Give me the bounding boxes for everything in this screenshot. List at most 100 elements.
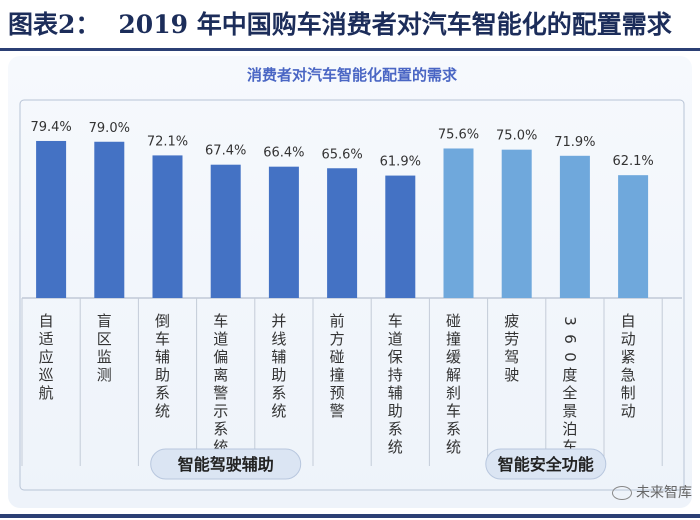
category-label-char: 度 [562, 366, 577, 384]
category-label-char: 碰 [330, 348, 345, 366]
category-label-char: 刹 [446, 384, 461, 402]
chart-title: 消费者对汽车智能化配置的需求 [247, 66, 458, 84]
data-label: 75.0% [496, 129, 537, 144]
category-label-char: 前 [330, 312, 345, 330]
data-label: 61.9% [380, 155, 421, 170]
data-label: 71.9% [554, 135, 595, 150]
category-label-char: 辅 [388, 384, 403, 402]
category-label-char: 驾 [504, 348, 519, 366]
category-label-char: 巡 [39, 366, 54, 384]
category-label-char: 车 [388, 312, 403, 330]
bar [36, 140, 67, 298]
plot-frame [19, 99, 685, 491]
category-label-char: 自 [621, 312, 636, 330]
figure-label: 图表2： [8, 10, 101, 39]
category-label-char: 航 [39, 384, 54, 402]
bar [618, 175, 649, 298]
category-label-char: 道 [388, 330, 403, 348]
category-label-char: 保 [388, 348, 403, 366]
data-label: 79.4% [30, 120, 71, 135]
category-label-char: 警 [330, 402, 345, 420]
figure-title: 图表2： 2019 年中国购车消费者对汽车智能化的配置需求 [8, 4, 698, 46]
bar [94, 141, 125, 298]
data-label: 65.6% [321, 147, 362, 162]
category-label-char: 车 [446, 402, 461, 420]
category-label-char: 助 [271, 366, 286, 384]
category-label-char: 撞 [330, 366, 345, 384]
category-label-char: 系 [213, 420, 228, 438]
category-label-char: 制 [621, 384, 636, 402]
category-label-char: 偏 [213, 348, 228, 366]
data-label: 79.0% [89, 121, 130, 136]
data-label: 62.1% [612, 154, 653, 169]
category-label-char: 劳 [504, 330, 519, 348]
category-label-char: 预 [330, 384, 345, 402]
category-label-char: 6 [561, 334, 579, 344]
category-label-char: 车 [213, 312, 228, 330]
category-label-char: 自 [39, 312, 54, 330]
top-divider [0, 48, 700, 51]
category-label-char: 动 [621, 402, 636, 420]
category-label-char: 泊 [562, 420, 577, 438]
data-label: 66.4% [263, 146, 304, 161]
category-label-char: 统 [446, 438, 461, 456]
bar [268, 166, 299, 298]
category-label-char: 系 [155, 384, 170, 402]
wechat-icon [612, 486, 632, 500]
category-label-char: 系 [388, 420, 403, 438]
category-label-char: 离 [213, 366, 228, 384]
category-label-char: 统 [388, 438, 403, 456]
category-label-char: 助 [155, 366, 170, 384]
bar [152, 155, 183, 298]
bar [210, 164, 241, 298]
category-label-char: 监 [97, 348, 112, 366]
data-label: 72.1% [147, 134, 188, 149]
category-label-char: 警 [213, 384, 228, 402]
category-label-char: 紧 [621, 348, 636, 366]
category-label-char: 示 [213, 402, 228, 420]
category-label-char: 应 [39, 348, 54, 366]
category-label-char: 盲 [97, 312, 112, 330]
category-label-char: 辅 [271, 348, 286, 366]
category-label-char: 适 [39, 330, 54, 348]
category-label-char: 0 [561, 352, 579, 362]
category-label-char: 碰 [446, 312, 461, 330]
category-label-char: 急 [621, 366, 636, 384]
category-label-char: 并 [271, 312, 286, 330]
category-label-char: 倒 [155, 312, 170, 330]
category-label-char: 车 [155, 330, 170, 348]
data-label: 75.6% [438, 127, 479, 142]
bar [501, 149, 532, 298]
bar [327, 168, 358, 298]
category-label-char: 道 [213, 330, 228, 348]
figure-title-text: 2019 年中国购车消费者对汽车智能化的配置需求 [118, 10, 672, 39]
category-label-char: 统 [271, 402, 286, 420]
category-label-char: 线 [271, 330, 286, 348]
category-label-char: 动 [621, 330, 636, 348]
category-label-char: 缓 [446, 348, 461, 366]
watermark-text: 未来智库 [636, 485, 692, 501]
category-label-char: 全 [562, 384, 577, 402]
category-label-char: 疲 [504, 312, 519, 330]
bar [559, 155, 590, 298]
group-label-box [150, 448, 302, 480]
group-label: 智能安全功能 [498, 455, 594, 474]
category-label-char: 撞 [446, 330, 461, 348]
category-label-char: 区 [97, 330, 112, 348]
category-label-char: 统 [155, 402, 170, 420]
category-label-char: 助 [388, 402, 403, 420]
category-label-char: 驶 [504, 366, 519, 384]
category-label-char: 3 [561, 316, 579, 326]
category-label-char: 景 [562, 402, 577, 420]
bar [385, 175, 416, 298]
category-label-char: 持 [388, 366, 403, 384]
group-label: 智能驾驶辅助 [178, 455, 274, 474]
category-label-char: 系 [446, 420, 461, 438]
data-label: 67.4% [205, 144, 246, 159]
watermark: 未来智库 [612, 482, 692, 502]
category-label-char: 方 [330, 330, 345, 348]
bottom-divider [0, 514, 700, 518]
bar [443, 148, 474, 298]
category-label-char: 测 [97, 366, 112, 384]
